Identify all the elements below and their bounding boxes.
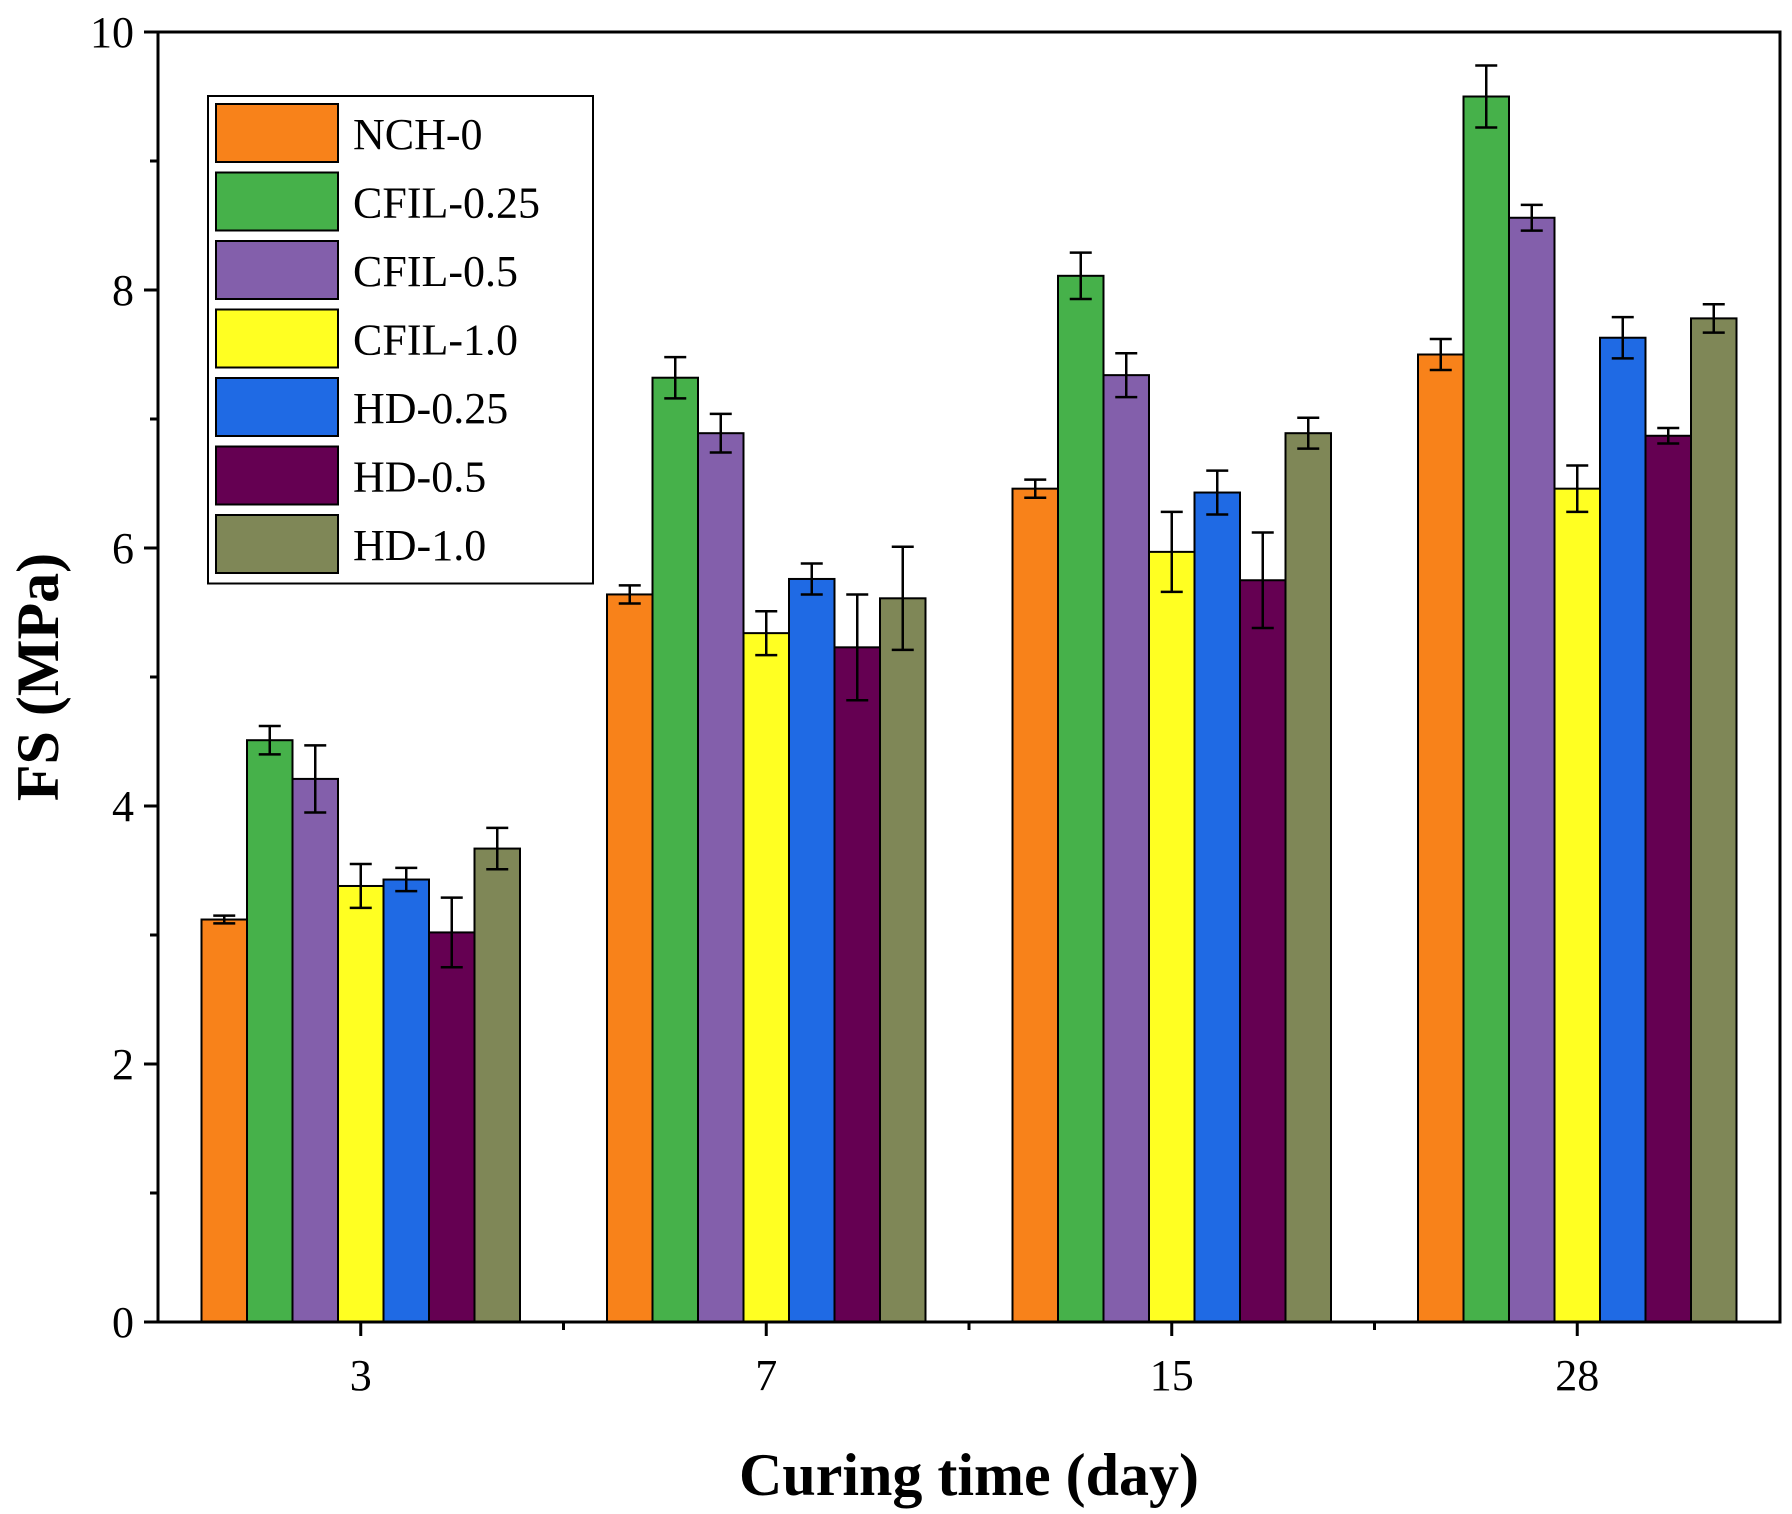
legend-swatch [215,514,339,574]
bar [651,376,699,1324]
bar [1148,550,1196,1323]
bar [1193,491,1241,1323]
bar [697,432,745,1323]
legend: NCH-0 CFIL-0.25 CFIL-0.5 CFIL-1.0 HD-0.25 HD-… [207,95,594,585]
bar [200,918,248,1324]
bar [606,593,654,1323]
bar [1690,317,1738,1323]
bar [1102,374,1150,1323]
legend-label: HD-1.0 [353,521,486,570]
y-tick-label: 10 [90,8,134,57]
bars-layer [200,95,1738,1324]
legend-swatch [215,377,339,437]
y-axis: 0 2 4 6 8 10 [90,8,158,1347]
y-tick-label: 4 [112,782,134,831]
bar [428,931,476,1323]
x-tick-label: 7 [755,1351,777,1400]
legend-swatch [215,308,339,369]
bar [1599,336,1647,1324]
legend-label: CFIL-1.0 [353,316,518,365]
bar [382,878,430,1324]
x-tick-label: 28 [1555,1351,1599,1400]
bar [788,577,836,1323]
bar [473,847,521,1323]
bar [879,597,927,1323]
bar [1553,487,1601,1324]
bar [1057,274,1105,1323]
y-tick-label: 6 [112,524,134,573]
x-tick-label: 15 [1150,1351,1194,1400]
error-bars-layer [213,64,1725,969]
x-tick-label: 3 [350,1351,372,1400]
y-tick-label: 2 [112,1040,134,1089]
legend-label: HD-0.5 [353,453,486,502]
legend-label: NCH-0 [353,110,483,159]
x-axis: 3 7 15 28 [350,1322,1599,1400]
bar [742,632,790,1323]
bar [1239,579,1287,1323]
legend-label: CFIL-0.25 [353,179,540,228]
bar [833,646,881,1323]
bar [1644,434,1692,1323]
bar [1508,216,1556,1323]
bar [291,777,339,1323]
bar [337,884,385,1323]
legend-label: CFIL-0.5 [353,247,518,296]
legend-swatch [215,240,339,300]
legend-label: HD-0.25 [353,384,508,433]
y-tick-label: 0 [112,1298,134,1347]
y-axis-title: FS (MPa) [5,553,71,801]
bar [1284,432,1332,1323]
bar [246,739,294,1323]
legend-swatch [215,445,339,506]
y-tick-label: 8 [112,266,134,315]
legend-swatch [215,171,339,232]
bar [1011,487,1059,1324]
bar [1417,353,1465,1323]
legend-swatch [215,103,339,163]
bar [1462,95,1510,1323]
x-axis-title: Curing time (day) [739,1442,1199,1508]
